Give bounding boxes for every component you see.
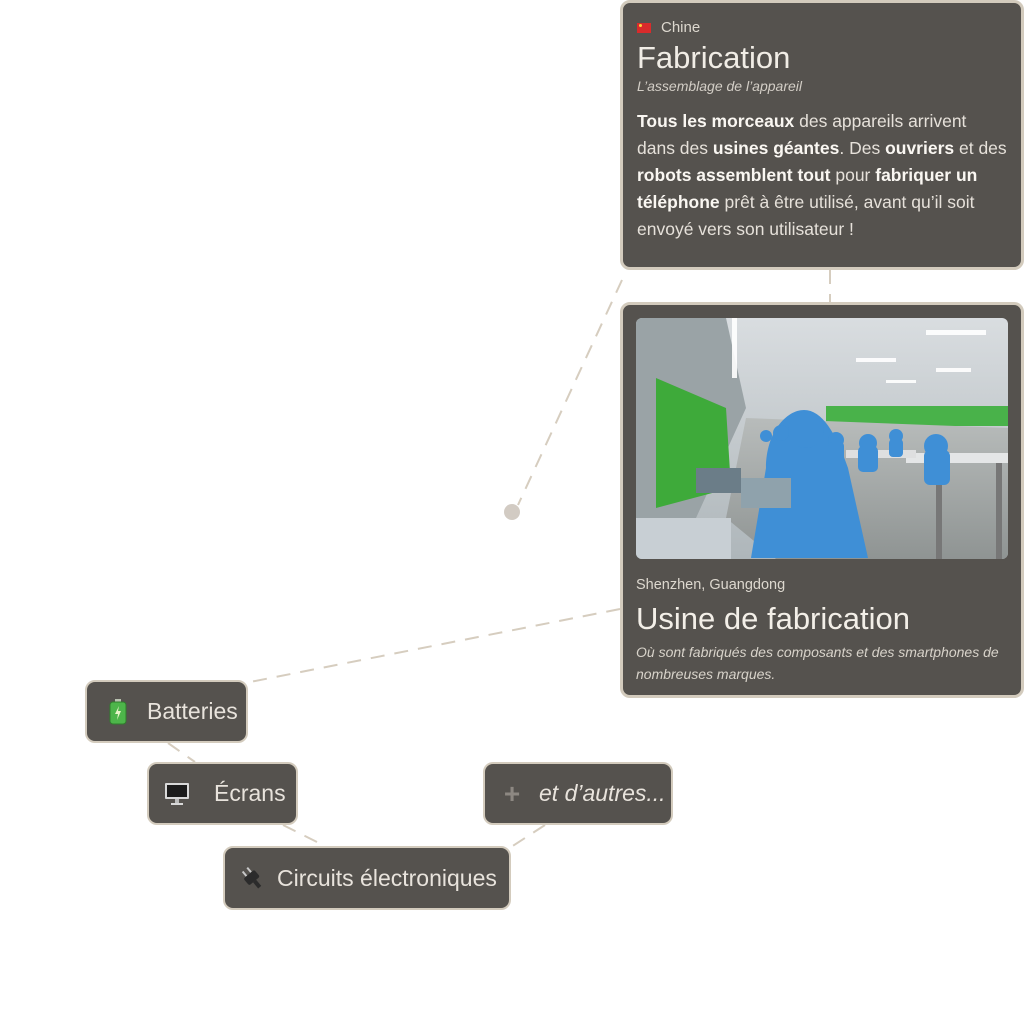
connector-autres-circuits xyxy=(504,824,546,852)
plug-icon xyxy=(239,865,265,891)
factory-location: Shenzhen, Guangdong xyxy=(636,577,786,593)
node-ecrans[interactable]: Écrans xyxy=(147,762,298,825)
node-batteries-label: Batteries xyxy=(147,698,238,724)
node-circuits[interactable]: Circuits électroniques xyxy=(223,846,511,910)
node-ecrans-label: Écrans xyxy=(214,780,286,806)
hub-dot xyxy=(504,504,520,520)
body-text-segment: des appareils arrivent dans des xyxy=(637,111,967,158)
connector-batteries-ecrans xyxy=(167,742,196,763)
connector-ecrans-circuits xyxy=(282,824,326,847)
factory-card[interactable]: Shenzhen, Guangdong Usine de fabrication… xyxy=(620,302,1024,698)
body-text-segment: et des xyxy=(954,138,1007,158)
body-emphasis: fabriquer un téléphone xyxy=(637,165,978,212)
factory-photo xyxy=(636,318,1008,559)
body-emphasis: ouvriers xyxy=(885,138,955,158)
factory-description: Où sont fabriqués des composants et des … xyxy=(636,644,999,682)
body-emphasis: robots assemblent tout xyxy=(637,165,831,185)
country-label: Chine xyxy=(661,19,701,36)
fabrication-card[interactable]: Chine Fabrication L’assemblage de l’appa… xyxy=(620,0,1024,270)
country-row: Chine xyxy=(637,19,1007,36)
battery-icon xyxy=(105,698,131,725)
china-flag-icon xyxy=(637,22,651,33)
connector-factory-batteries xyxy=(244,608,621,684)
node-batteries[interactable]: Batteries xyxy=(85,680,248,743)
connector-fabrication-hub xyxy=(517,279,623,506)
node-circuits-label: Circuits électroniques xyxy=(277,864,497,891)
body-emphasis: usines géantes xyxy=(712,138,840,158)
fabrication-title: Fabrication xyxy=(637,40,791,75)
body-text-segment: . Des xyxy=(839,138,886,158)
monitor-icon xyxy=(164,781,190,807)
plus-icon: + xyxy=(503,777,521,809)
node-autres[interactable]: + et d’autres... xyxy=(483,762,673,825)
body-emphasis: Tous les morceaux xyxy=(637,111,795,131)
node-autres-label: et d’autres... xyxy=(539,780,666,806)
body-text-segment: pour xyxy=(830,165,876,185)
factory-title: Usine de fabrication xyxy=(636,601,910,636)
fabrication-subtitle: L’assemblage de l’appareil xyxy=(637,78,802,94)
fabrication-body: Tous les morceaux des appareils arrivent… xyxy=(637,108,1007,243)
body-text-segment: prêt à être utilisé, avant qu’il soit en… xyxy=(637,192,975,239)
